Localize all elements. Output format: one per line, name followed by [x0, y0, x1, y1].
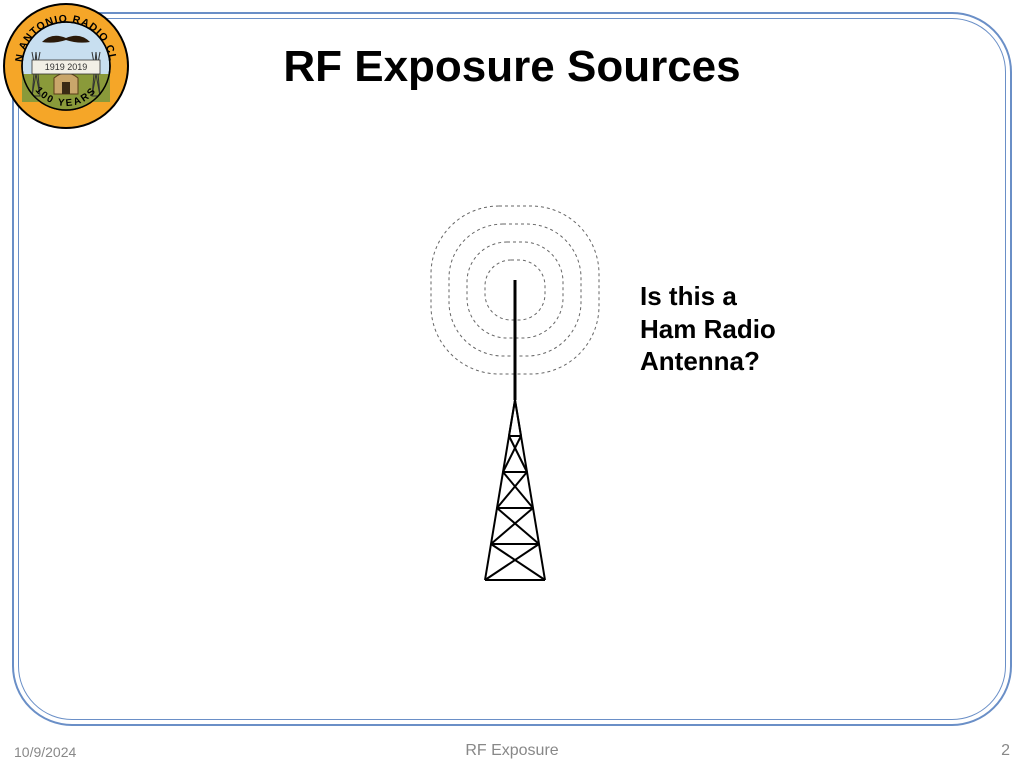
footer-center: RF Exposure — [0, 742, 1024, 760]
question-line-3: Antenna? — [640, 345, 776, 378]
footer-page: 2 — [1001, 742, 1010, 760]
question-line-2: Ham Radio — [640, 313, 776, 346]
slide-title: RF Exposure Sources — [0, 42, 1024, 92]
question-line-1: Is this a — [640, 280, 776, 313]
question-text: Is this a Ham Radio Antenna? — [640, 280, 776, 378]
antenna-diagram — [395, 190, 635, 590]
